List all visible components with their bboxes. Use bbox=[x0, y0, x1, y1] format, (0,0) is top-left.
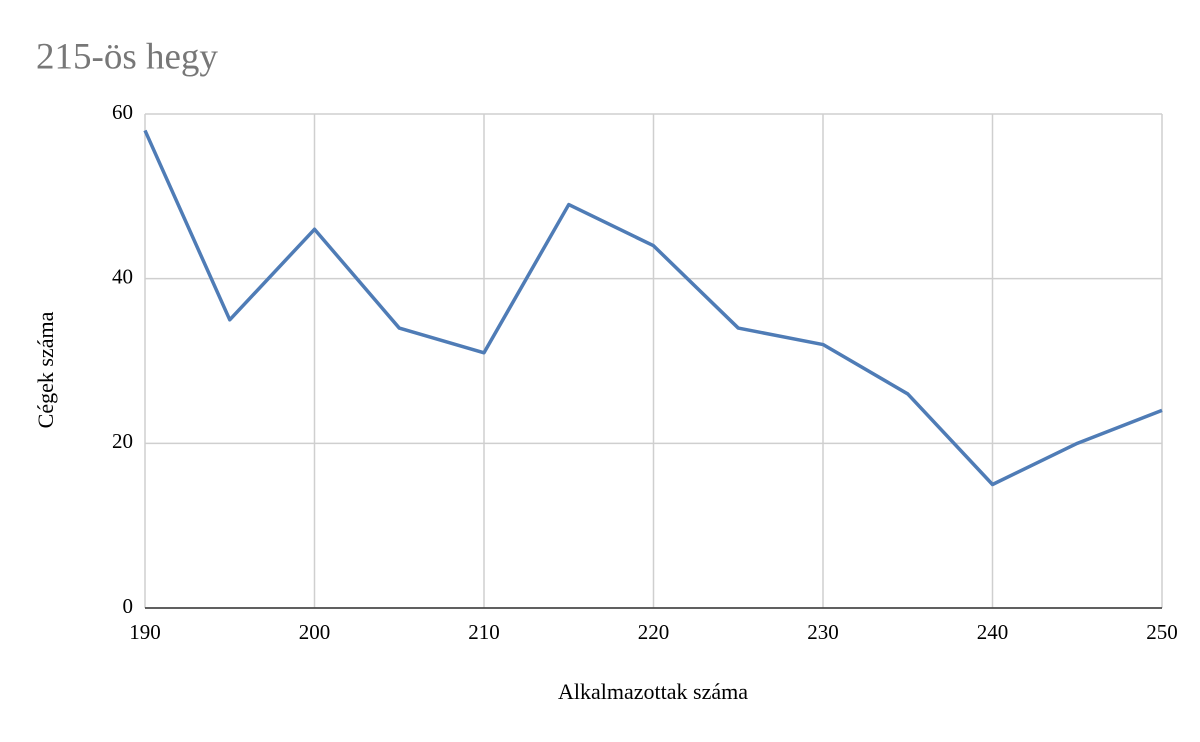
x-tick-label: 190 bbox=[129, 620, 161, 644]
x-tick-label: 200 bbox=[299, 620, 331, 644]
x-tick-label: 230 bbox=[807, 620, 839, 644]
y-tick-label: 20 bbox=[112, 429, 133, 453]
data-line bbox=[143, 129, 1163, 487]
y-tick-label: 60 bbox=[112, 100, 133, 124]
x-axis-label: Alkalmazottak száma bbox=[558, 679, 748, 704]
x-tick-label: 210 bbox=[468, 620, 500, 644]
chart-title: 215-ös hegy bbox=[36, 36, 218, 77]
x-tick-label: 250 bbox=[1146, 620, 1178, 644]
y-tick-label: 0 bbox=[123, 594, 134, 618]
y-axis-label: Cégek száma bbox=[33, 311, 58, 428]
x-tick-label: 220 bbox=[638, 620, 670, 644]
y-tick-label: 40 bbox=[112, 264, 133, 288]
x-tick-label: 240 bbox=[977, 620, 1009, 644]
